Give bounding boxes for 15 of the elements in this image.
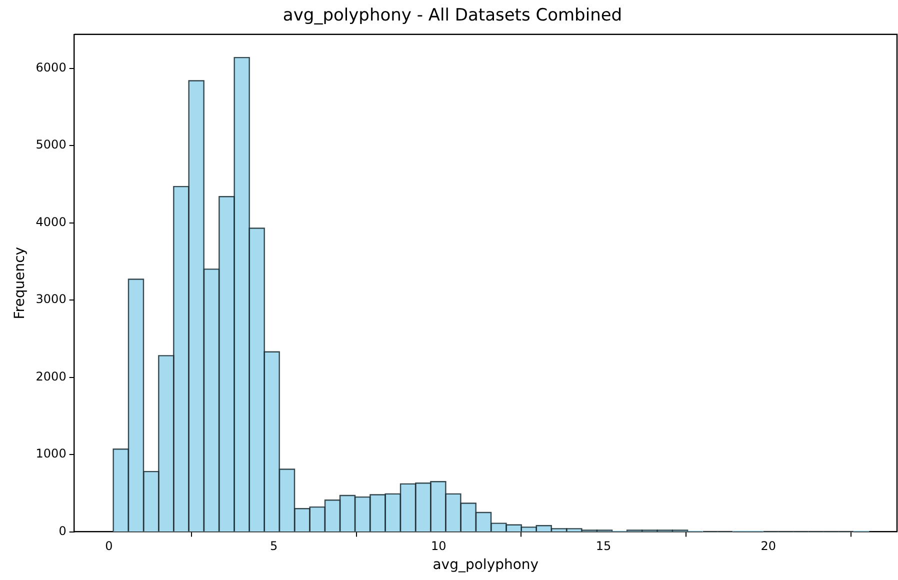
y-tick-label: 4000 — [36, 214, 66, 229]
x-axis-title: avg_polyphony — [432, 557, 539, 574]
y-tick-label: 6000 — [36, 60, 66, 75]
x-tick-label: 5 — [270, 539, 278, 554]
x-tick-label: 10 — [431, 539, 446, 554]
y-tick-label: 5000 — [36, 138, 66, 152]
y-tick-label: 2000 — [36, 369, 66, 384]
x-tick-label: 15 — [596, 539, 612, 554]
y-axis-title: Frequency — [12, 246, 28, 320]
y-tick-label: 3000 — [36, 292, 66, 306]
y-tick-label: 0 — [58, 524, 66, 538]
y-tick-label: 1000 — [36, 446, 66, 461]
chart-title: avg_polyphony - All Datasets Combined — [282, 6, 622, 26]
x-tick-label: 0 — [105, 539, 113, 554]
x-tick-label: 20 — [760, 539, 776, 554]
